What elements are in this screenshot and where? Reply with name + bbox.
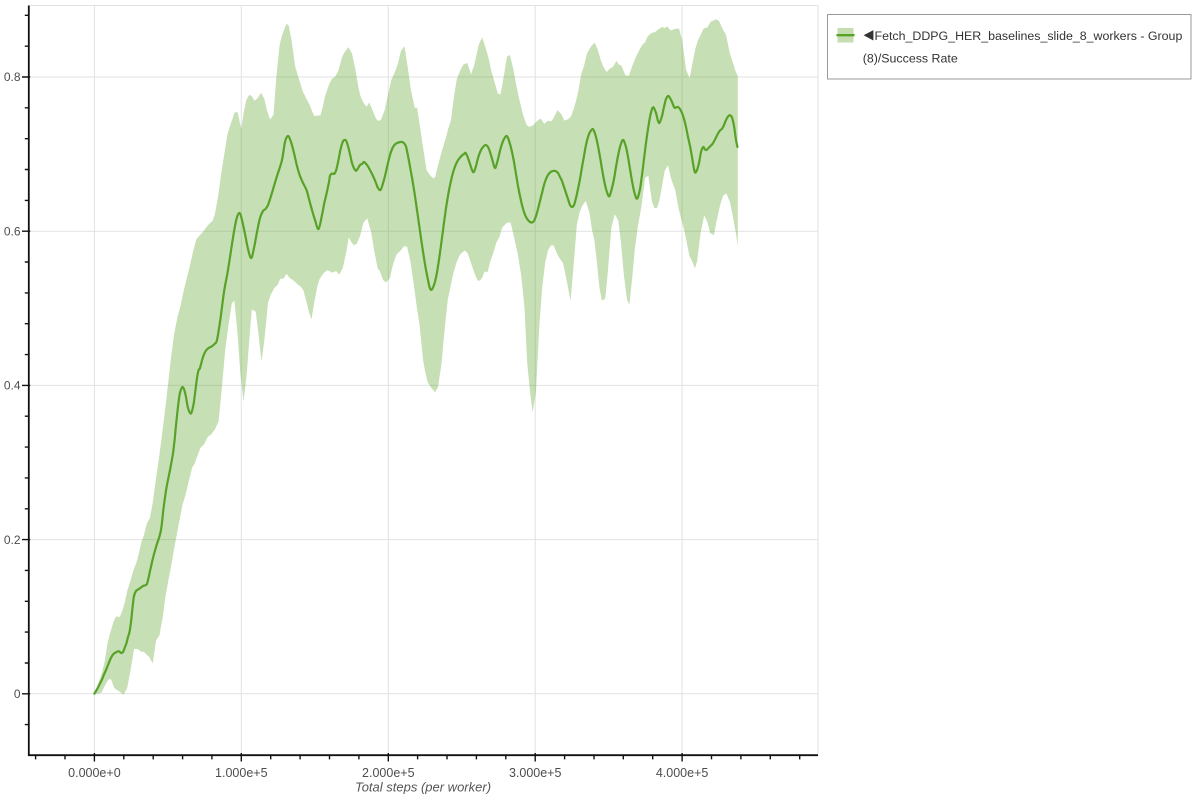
svg-text:1.000e+5: 1.000e+5 bbox=[215, 766, 268, 780]
svg-text:(8)/Success Rate: (8)/Success Rate bbox=[863, 51, 958, 65]
svg-text:4.000e+5: 4.000e+5 bbox=[656, 766, 709, 780]
svg-text:3.000e+5: 3.000e+5 bbox=[509, 766, 562, 780]
svg-text:2.000e+5: 2.000e+5 bbox=[362, 766, 415, 780]
svg-text:0.2: 0.2 bbox=[4, 533, 21, 547]
svg-text:0.4: 0.4 bbox=[4, 379, 21, 393]
svg-text:0.8: 0.8 bbox=[4, 70, 21, 84]
svg-text:0: 0 bbox=[14, 687, 21, 701]
svg-text:0.000e+0: 0.000e+0 bbox=[68, 766, 121, 780]
svg-text:Total steps (per worker): Total steps (per worker) bbox=[355, 780, 491, 795]
svg-text:0.6: 0.6 bbox=[4, 224, 21, 238]
svg-text:Fetch_DDPG_HER_baselines_slide: Fetch_DDPG_HER_baselines_slide_8_workers… bbox=[875, 29, 1183, 43]
